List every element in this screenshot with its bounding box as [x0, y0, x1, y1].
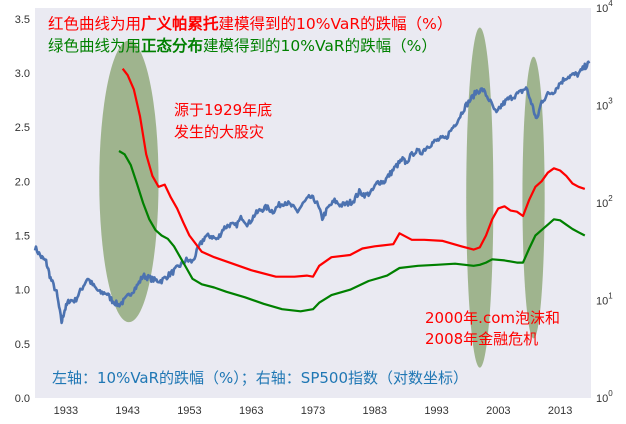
left-axis-ticks: 0.0 0.5 1.0 1.5 2.0 2.5 3.0 3.5 [15, 14, 30, 405]
left-tick-label-4: 2.0 [15, 176, 30, 188]
title-green: 绿色曲线为用正态分布建模得到的10%VaR的跌幅（%） [48, 36, 437, 55]
right-tick-label-4: 104 [596, 0, 613, 15]
series-line-pareto [121, 68, 586, 278]
left-tick-label-2: 1.0 [15, 285, 30, 297]
series-line-normal [118, 150, 586, 313]
x-tick-label-2: 1953 [177, 405, 201, 417]
x-tick-label-0: 1933 [54, 405, 78, 417]
axes-note: 左轴：10%VaR的跌幅（%）；右轴：SP500指数（对数坐标） [52, 369, 468, 387]
x-tick-label-8: 2013 [548, 405, 572, 417]
highlight-ellipse-3 [522, 56, 545, 339]
highlight-ellipse-2 [466, 27, 494, 368]
x-axis-ticks: 1933 1943 1953 1963 1973 1983 1993 2003 2013 [54, 405, 573, 417]
x-tick-label-1: 1943 [115, 405, 139, 417]
series-layer [33, 60, 591, 325]
x-tick-label-3: 1963 [239, 405, 263, 417]
depression-note: 源于1929年底 发生的大股灾 [174, 101, 277, 141]
right-tick-label-3: 103 [596, 97, 613, 113]
x-tick-label-4: 1973 [301, 405, 325, 417]
x-tick-label-7: 2003 [486, 405, 510, 417]
right-axis-ticks: 100 101 102 103 104 [596, 0, 613, 405]
title-red: 红色曲线为用广义帕累托建模得到的10%VaR的跌幅（%） [48, 14, 452, 33]
x-tick-label-6: 1993 [424, 405, 448, 417]
left-tick-label-1: 0.5 [15, 339, 30, 351]
right-tick-label-0: 100 [596, 389, 613, 405]
left-tick-label-6: 3.0 [15, 68, 30, 80]
left-tick-label-5: 2.5 [15, 122, 30, 134]
highlight-layer [99, 27, 545, 368]
right-tick-label-1: 101 [596, 292, 613, 308]
highlight-ellipse-1 [99, 40, 159, 323]
left-tick-label-3: 1.5 [15, 231, 30, 243]
right-tick-label-2: 102 [596, 194, 613, 210]
series-line-sp500 [33, 60, 591, 325]
x-tick-label-5: 1983 [363, 405, 387, 417]
left-tick-label-7: 3.5 [15, 14, 30, 26]
crises-note: 2000年.com泡沫和 2008年金融危机 [425, 309, 565, 348]
left-tick-label-0: 0.0 [15, 393, 30, 405]
